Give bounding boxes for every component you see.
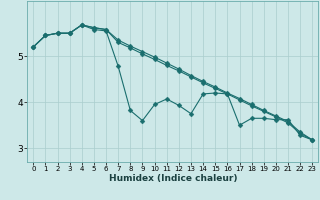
X-axis label: Humidex (Indice chaleur): Humidex (Indice chaleur): [108, 174, 237, 183]
